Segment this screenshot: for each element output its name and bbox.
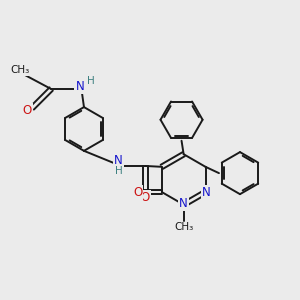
Text: CH₃: CH₃: [10, 65, 29, 75]
Text: H: H: [87, 76, 95, 85]
Text: O: O: [22, 103, 32, 116]
Text: N: N: [114, 154, 123, 167]
Text: O: O: [133, 186, 142, 199]
Text: O: O: [140, 191, 150, 204]
Text: CH₃: CH₃: [174, 222, 193, 233]
Text: H: H: [115, 166, 122, 176]
Text: N: N: [202, 186, 211, 199]
Text: N: N: [179, 197, 188, 210]
Text: N: N: [75, 80, 84, 93]
